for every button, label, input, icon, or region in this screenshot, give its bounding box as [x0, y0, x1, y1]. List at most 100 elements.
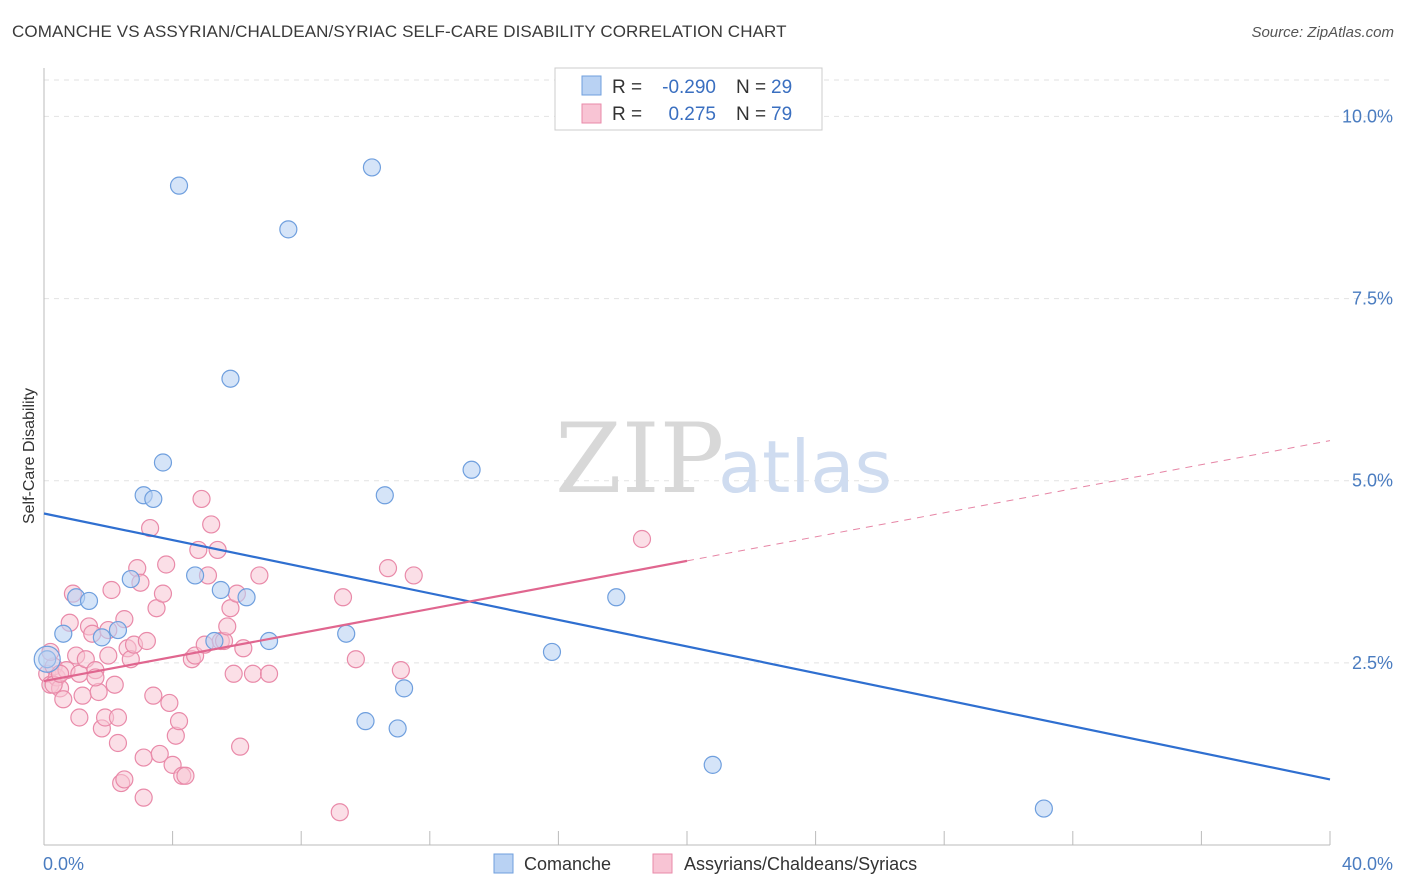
point-assyrians: [153, 584, 173, 603]
point-assyrians: [160, 693, 179, 713]
point-comanche: [237, 588, 256, 607]
trend-line-assyrians-extension: [686, 440, 1331, 562]
watermark-zip: ZIP: [555, 403, 724, 515]
point-comanche: [388, 719, 407, 738]
point-assyrians: [134, 748, 153, 767]
point-assyrians: [137, 631, 156, 651]
y-axis-label: Self-Care Disability: [21, 388, 38, 524]
x-tick-label-max: 40.0%: [1342, 854, 1393, 874]
legend-n-value-2: 79: [771, 104, 792, 125]
point-assyrians: [346, 650, 365, 669]
point-assyrians: [333, 588, 353, 607]
axes: [43, 68, 1331, 846]
point-assyrians: [102, 580, 121, 600]
point-comanche: [169, 176, 189, 195]
point-assyrians: [330, 803, 349, 822]
legend-n-label-1: N =: [736, 77, 766, 98]
point-assyrians: [404, 566, 423, 585]
y-tick-label: 10.0%: [1342, 106, 1393, 126]
bottom-legend-swatch-comanche: [493, 853, 514, 874]
point-assyrians: [231, 737, 250, 756]
x-tick-label-min: 0.0%: [43, 854, 84, 874]
point-comanche: [542, 642, 562, 662]
point-assyrians: [176, 766, 195, 785]
point-comanche: [108, 620, 128, 640]
point-comanche: [221, 369, 240, 388]
legend-swatch-assyrians: [581, 103, 602, 124]
y-tick-label: 5.0%: [1352, 471, 1393, 491]
point-comanche: [153, 453, 173, 472]
legend-n-value-1: 29: [771, 77, 792, 98]
x-tick-labels: 0.0% 40.0%: [43, 854, 1393, 874]
point-comanche: [362, 158, 382, 177]
point-comanche: [38, 650, 57, 669]
point-comanche: [394, 679, 414, 698]
point-assyrians: [378, 559, 398, 578]
watermark: ZIP atlas: [555, 403, 892, 515]
point-comanche: [186, 566, 205, 585]
point-assyrians: [73, 686, 92, 705]
point-comanche: [703, 755, 722, 774]
point-assyrians: [99, 646, 118, 665]
point-assyrians: [224, 664, 243, 683]
point-assyrians: [169, 712, 189, 731]
point-comanche: [462, 460, 481, 479]
legend: R = -0.290 N = 29 R = 0.275 N = 79: [554, 67, 823, 131]
point-comanche: [1034, 799, 1053, 818]
legend-n-label-2: N =: [736, 104, 766, 125]
point-comanche: [356, 712, 375, 731]
point-comanche: [54, 624, 73, 643]
point-assyrians: [150, 744, 169, 764]
point-comanche: [205, 631, 224, 651]
point-assyrians: [391, 661, 410, 680]
point-assyrians: [108, 733, 128, 753]
point-assyrians: [632, 529, 652, 549]
point-assyrians: [105, 675, 124, 694]
legend-r-value-1: -0.290: [662, 77, 716, 98]
source-credit: Source: ZipAtlas.com: [1251, 24, 1394, 41]
point-assyrians: [54, 690, 73, 709]
point-comanche: [79, 591, 99, 611]
point-assyrians: [134, 788, 153, 807]
y-tick-label: 7.5%: [1352, 289, 1393, 309]
bottom-legend: Comanche Assyrians/Chaldeans/Syriacs: [493, 853, 917, 874]
point-assyrians: [115, 770, 134, 789]
point-comanche: [607, 588, 626, 607]
point-assyrians: [243, 664, 263, 683]
bottom-legend-label-assyrians: Assyrians/Chaldeans/Syriacs: [684, 854, 917, 874]
point-comanche: [211, 580, 230, 600]
point-comanche: [337, 624, 356, 643]
bottom-legend-label-comanche: Comanche: [524, 854, 611, 874]
point-comanche: [121, 569, 140, 589]
legend-r-label-2: R =: [612, 104, 642, 125]
trend-lines: [43, 440, 1331, 781]
point-comanche: [144, 489, 163, 509]
y-tick-label: 2.5%: [1352, 653, 1393, 673]
trend-line-assyrians: [43, 559, 688, 683]
point-assyrians: [202, 515, 221, 534]
chart-title: COMANCHE VS ASSYRIAN/CHALDEAN/SYRIAC SEL…: [12, 22, 787, 41]
gridlines: [44, 79, 1393, 664]
point-comanche: [92, 628, 111, 647]
point-assyrians: [259, 664, 279, 683]
series-comanche-points: [33, 158, 1053, 818]
point-assyrians: [140, 518, 160, 538]
point-comanche-cluster: [33, 645, 61, 673]
point-assyrians: [218, 617, 237, 636]
point-assyrians: [70, 708, 89, 727]
bottom-legend-swatch-assyrians: [652, 853, 673, 874]
point-assyrians: [192, 489, 211, 509]
point-assyrians: [250, 566, 269, 585]
point-assyrians: [108, 708, 128, 727]
point-assyrians: [157, 555, 176, 574]
legend-r-label-1: R =: [612, 77, 642, 98]
point-comanche: [375, 486, 394, 505]
legend-r-value-2: 0.275: [668, 104, 716, 125]
watermark-atlas: atlas: [718, 425, 892, 509]
y-tick-labels: 2.5% 5.0% 7.5% 10.0%: [1342, 106, 1393, 672]
point-comanche: [279, 220, 298, 239]
point-assyrians: [144, 686, 163, 705]
trend-line-comanche: [43, 512, 1331, 781]
legend-swatch-comanche: [581, 75, 602, 96]
